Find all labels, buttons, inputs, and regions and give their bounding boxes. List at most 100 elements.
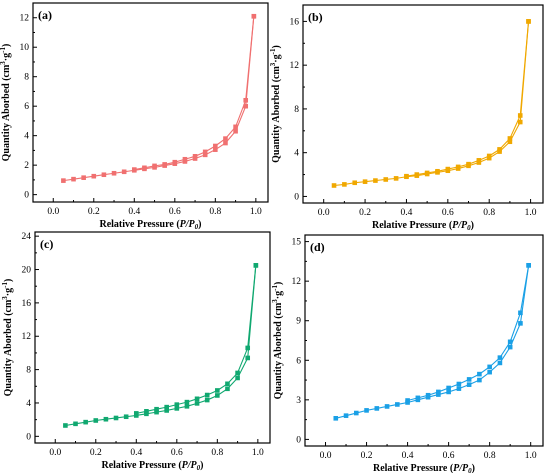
x-tick-label: 0.2 xyxy=(359,208,371,218)
desorption-point xyxy=(436,389,441,395)
x-tick-label: 0.4 xyxy=(128,207,140,217)
x-tick-label: 1.0 xyxy=(252,448,264,458)
desorption-point xyxy=(466,377,472,382)
desorption-point xyxy=(184,399,190,405)
desorption-point xyxy=(162,162,167,167)
x-tick-label: 0.0 xyxy=(320,451,332,461)
adsorption-line xyxy=(65,265,257,427)
adsorption-line xyxy=(63,16,255,182)
y-tick-label: 12 xyxy=(22,332,32,342)
adsorption-point xyxy=(362,179,368,184)
desorption-point xyxy=(202,149,208,155)
desorption-point xyxy=(497,147,502,152)
desorption-point xyxy=(456,381,462,387)
x-tick-label: 1.0 xyxy=(250,207,262,217)
adsorption-point xyxy=(331,183,337,188)
y-tick-label: 3 xyxy=(296,396,301,406)
adsorption-point xyxy=(215,393,220,398)
adsorption-point xyxy=(204,397,210,403)
x-tick-label: 0.4 xyxy=(402,451,414,461)
y-tick-label: 4 xyxy=(294,149,299,159)
y-axis-label: Quantity Aborbed (cm3·g-1) xyxy=(271,282,284,400)
adsorption-point xyxy=(184,404,190,409)
series-desorption xyxy=(131,13,257,172)
adsorption-point xyxy=(497,360,503,366)
adsorption-point xyxy=(103,416,109,422)
desorption-point xyxy=(445,166,451,172)
desorption-point xyxy=(424,170,430,176)
adsorption-point xyxy=(507,139,513,145)
desorption-point xyxy=(414,172,420,177)
adsorption-point xyxy=(436,392,441,397)
plot-frame xyxy=(34,231,271,444)
y-axis-label: Quantity Aborbed (cm3·g-1) xyxy=(0,44,12,162)
desorption-point xyxy=(164,404,169,410)
x-tick-label: 0.0 xyxy=(47,207,59,217)
adsorption-point xyxy=(164,408,169,413)
x-axis-label: Relative Pressure (P/P0) xyxy=(373,463,475,473)
adsorption-point xyxy=(393,176,399,181)
x-tick-label: 0.4 xyxy=(130,448,142,458)
desorption-point xyxy=(235,370,240,376)
plot-frame xyxy=(302,4,544,204)
adsorption-point xyxy=(71,176,76,182)
adsorption-point xyxy=(507,344,513,350)
adsorption-point xyxy=(364,408,369,413)
x-tick-label: 0.2 xyxy=(88,207,100,217)
y-tick-label: 8 xyxy=(26,366,31,376)
y-tick-label: 24 xyxy=(22,232,32,242)
adsorption-point xyxy=(101,172,107,178)
panel-label: (a) xyxy=(38,8,52,22)
panel-a: 0.0 0.2 0.4 0.6 0.8 1.0 0 2 4 6 8 10 12 (a) Relative P… xyxy=(0,2,269,231)
panel-b: 0.0 0.2 0.4 0.6 0.8 1.0 0 4 8 12 16 (b) Relative Pre… xyxy=(269,4,544,232)
adsorption-point xyxy=(225,386,230,392)
adsorption-point xyxy=(144,411,149,417)
adsorption-point xyxy=(384,404,390,409)
adsorption-point xyxy=(374,406,380,411)
desorption-point xyxy=(446,385,451,391)
desorption-point xyxy=(154,406,159,412)
desorption-point xyxy=(225,381,230,387)
desorption-point xyxy=(245,345,251,351)
adsorption-point xyxy=(333,416,339,421)
panel-label: (d) xyxy=(310,240,325,254)
desorption-point xyxy=(172,159,178,165)
adsorption-point xyxy=(223,140,228,146)
y-tick-label: 16 xyxy=(22,299,32,309)
adsorption-point xyxy=(202,152,208,158)
adsorption-point xyxy=(446,389,451,395)
adsorption-point xyxy=(352,180,358,186)
desorption-point xyxy=(131,167,137,172)
desorption-point xyxy=(507,136,513,141)
adsorption-point xyxy=(487,369,492,375)
adsorption-point xyxy=(456,386,462,391)
adsorption-point xyxy=(243,103,249,109)
y-tick-label: 15 xyxy=(292,238,302,248)
y-tick-label: 0 xyxy=(24,191,29,201)
adsorption-point xyxy=(91,173,97,179)
y-tick-label: 8 xyxy=(24,73,29,83)
desorption-point xyxy=(526,19,531,24)
adsorption-point xyxy=(154,409,159,415)
adsorption-point xyxy=(518,321,523,326)
adsorption-point xyxy=(123,414,129,420)
desorption-point xyxy=(415,395,421,401)
y-tick-label: 0 xyxy=(26,432,31,442)
desorption-point xyxy=(142,165,147,171)
desorption-point xyxy=(507,339,513,345)
x-tick-label: 0.8 xyxy=(209,207,221,217)
adsorption-point xyxy=(477,377,482,383)
x-tick-label: 0.2 xyxy=(90,448,102,458)
x-tick-label: 0.8 xyxy=(483,208,495,218)
y-tick-label: 12 xyxy=(292,277,302,287)
x-tick-label: 0.2 xyxy=(361,451,373,461)
y-tick-label: 4 xyxy=(24,132,29,142)
plot-frame xyxy=(304,234,544,447)
x-axis-label: Relative Pressure (P/P0) xyxy=(99,219,201,231)
adsorption-point xyxy=(93,418,99,423)
adsorption-point xyxy=(111,170,117,176)
adsorption-point xyxy=(373,178,378,183)
x-tick-label: 0.6 xyxy=(443,451,455,461)
series-desorption xyxy=(405,263,531,403)
